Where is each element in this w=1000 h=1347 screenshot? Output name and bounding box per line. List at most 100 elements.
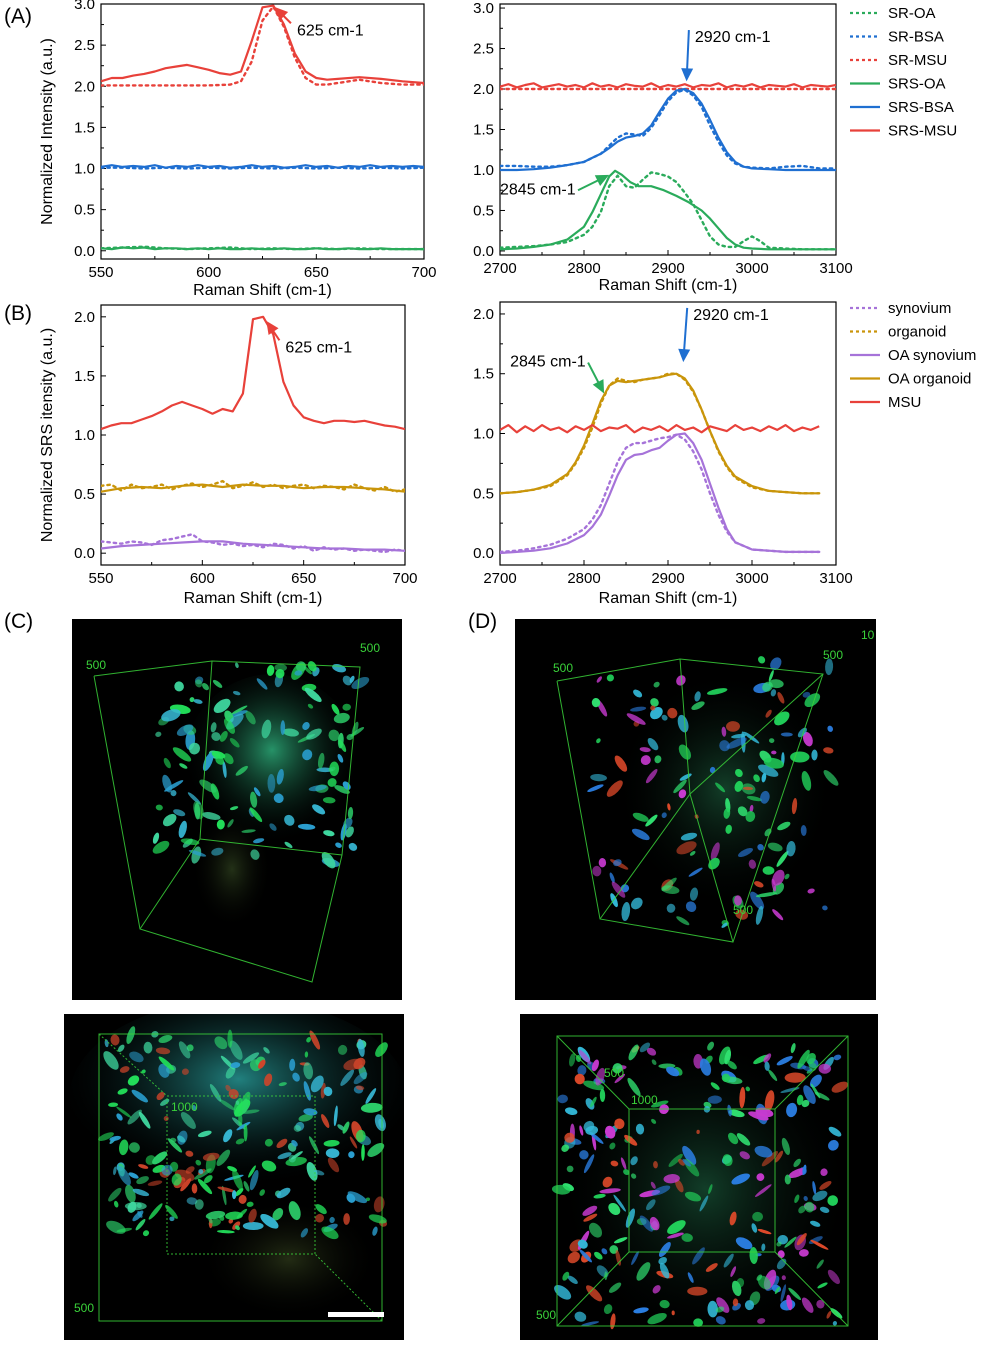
y-tick-label: 3.0 (74, 0, 95, 13)
series-line-oa-organoid (500, 372, 820, 495)
panel-label-a: (A) (4, 5, 32, 28)
y-tick-label: 1.0 (473, 162, 494, 179)
panel-label-b: (B) (4, 302, 32, 325)
panel-label-d: (D) (468, 610, 498, 633)
y-tick-label: 1.5 (473, 366, 494, 383)
micro-tick-label: 500 (360, 641, 380, 655)
series-line-solid-1 (101, 483, 405, 493)
series-line-synovium (500, 433, 821, 554)
micro-tick-label: 500 (823, 648, 843, 662)
series-line-solid-1 (101, 4, 424, 85)
x-tick-label: 3000 (735, 570, 768, 587)
x-tick-label: 2900 (651, 260, 684, 277)
micro-tick-label: 500 (553, 661, 573, 675)
annotation-label: 2920 cm-1 (695, 29, 771, 46)
series-line-solid-5 (101, 246, 424, 251)
chart-A1: 550 600 650 700 0.0 0.5 1.0 1.5 2.0 2.5 3.0 Raman S… (39, 0, 437, 299)
y-tick-label: 1.5 (74, 119, 95, 136)
annotation-arrowhead (681, 68, 694, 82)
y-tick-label: 1.5 (74, 368, 95, 385)
annotation-arrow (577, 178, 601, 192)
y-tick-label: 1.0 (74, 161, 95, 178)
x-tick-label: 650 (304, 264, 329, 281)
x-tick-label: 2800 (567, 260, 600, 277)
scale-bar (328, 1312, 384, 1317)
x-tick-label: 2700 (483, 570, 516, 587)
legend-label: SRS-BSA (888, 99, 954, 116)
x-axis-label: Raman Shift (cm-1) (599, 277, 738, 294)
y-tick-label: 0.0 (74, 545, 95, 562)
annotation-label: 2920 cm-1 (693, 307, 769, 324)
micro-tick-label: 10 (861, 628, 875, 642)
series-line-solid-0 (101, 315, 405, 431)
y-tick-label: 2.5 (473, 41, 494, 58)
series-line-sr-bsa (500, 88, 836, 170)
micro-tick-label: 500 (74, 1301, 94, 1315)
legend-label: SRS-MSU (888, 123, 957, 140)
legend-label: SR-BSA (888, 29, 944, 46)
chart-A2: 2700 2800 2900 3000 3100 0.0 0.5 1.0 1.5 2.0 2.5 3.… (473, 0, 957, 294)
x-tick-label: 3100 (819, 260, 852, 277)
plot-frame (499, 301, 837, 566)
micro-tick-label: 500 (733, 903, 753, 917)
x-tick-label: 700 (411, 264, 436, 281)
y-axis-label: Normalized Intensity (a.u.) (39, 38, 56, 225)
y-tick-label: 1.0 (74, 427, 95, 444)
y-tick-label: 2.0 (473, 306, 494, 323)
x-tick-label: 600 (190, 570, 215, 587)
panel-label-c: (C) (4, 610, 34, 633)
series-line-dotted-2 (101, 479, 405, 493)
x-tick-label: 2700 (483, 260, 516, 277)
series-line-msu (500, 424, 820, 434)
charts-svg: 550 600 650 700 0.0 0.5 1.0 1.5 2.0 2.5 3.0 Raman S… (39, 0, 976, 607)
x-tick-label: 700 (392, 570, 417, 587)
annotation-arrowhead (678, 348, 691, 363)
series-line-organoid (500, 372, 821, 495)
annotation-label: 625 cm-1 (297, 22, 364, 39)
y-axis-label: Normalized SRS itensity (a.u.) (39, 328, 56, 542)
micro-tick-label: 500 (604, 1066, 624, 1080)
y-tick-label: 0.5 (473, 202, 494, 219)
y-tick-label: 2.0 (74, 309, 95, 326)
x-tick-label: 2900 (651, 570, 684, 587)
x-tick-label: 3100 (819, 570, 852, 587)
series-line-dotted-2 (101, 166, 424, 170)
annotation-label: 625 cm-1 (285, 339, 352, 356)
x-tick-label: 550 (88, 570, 113, 587)
y-tick-label: 0.5 (74, 202, 95, 219)
series-line-solid-3 (101, 164, 424, 169)
legend-label: OA organoid (888, 371, 971, 388)
cell-cluster-c-top (152, 661, 370, 869)
legend-label: SR-OA (888, 5, 936, 22)
x-tick-label: 650 (291, 570, 316, 587)
annotation-arrow (686, 30, 690, 72)
annotation-arrowhead (266, 320, 279, 335)
plot-frame (499, 3, 837, 256)
series-line-dotted-4 (101, 533, 405, 554)
legend-label: MSU (888, 394, 921, 411)
legend-label: organoid (888, 324, 946, 341)
micro-tick-label: 500 (86, 658, 106, 672)
micrograph-c-bottom: 1000 500 (64, 1014, 404, 1340)
annotation-arrow (682, 307, 689, 353)
y-tick-label: 1.0 (473, 426, 494, 443)
cell-cluster-d-top (587, 656, 839, 928)
annotation-arrowhead (274, 7, 289, 21)
micrograph-c-top: 500 500 (72, 619, 402, 1000)
x-tick-label: 2800 (567, 570, 600, 587)
series-line-sr-oa (500, 171, 836, 251)
x-axis-label: Raman Shift (cm-1) (599, 590, 738, 607)
series-line-srs-oa (500, 169, 836, 251)
series-line-srs-bsa (500, 87, 836, 172)
y-tick-label: 3.0 (473, 0, 494, 17)
chart-B2: 2700 2800 2900 3000 3100 0.0 0.5 1.0 1.5 2.0 Raman… (473, 300, 976, 607)
y-tick-label: 2.5 (74, 37, 95, 54)
plot-frame (100, 3, 425, 260)
legend-label: SR-MSU (888, 52, 947, 69)
y-tick-label: 0.5 (74, 486, 95, 503)
x-axis-label: Raman Shift (cm-1) (184, 590, 323, 607)
y-tick-label: 0.0 (473, 243, 494, 260)
y-tick-label: 0.0 (473, 545, 494, 562)
y-tick-label: 0.0 (74, 243, 95, 260)
y-tick-label: 2.0 (473, 81, 494, 98)
